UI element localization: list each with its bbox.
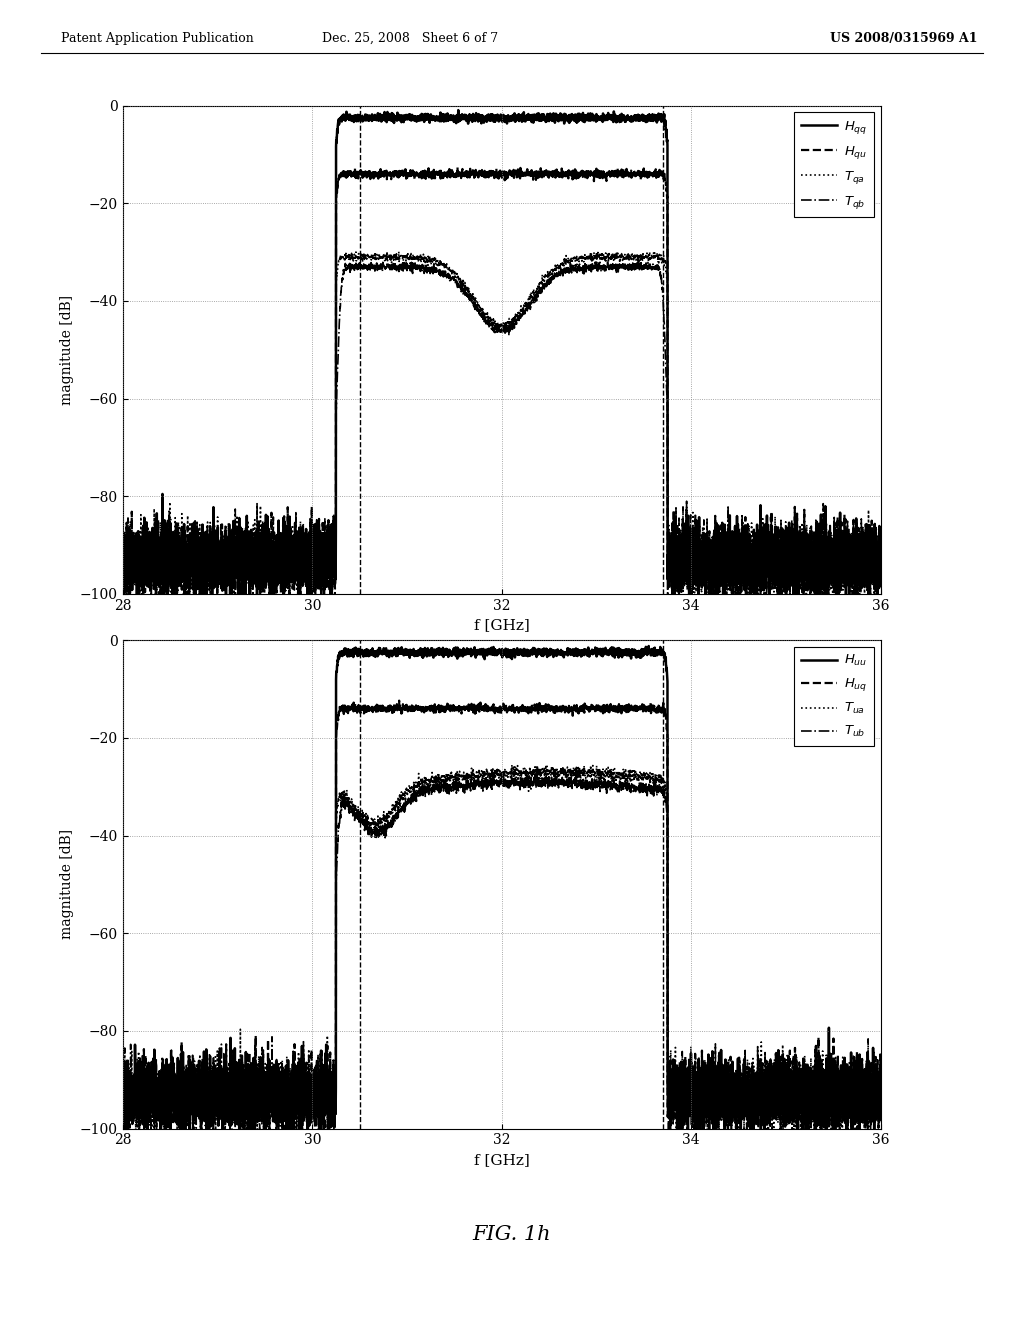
Line: $T_{ua}$: $T_{ua}$ [123,764,881,1158]
$H_{qu}$ [264,606,276,622]
$T_{ub}$ [117,1100,129,1115]
$T_{ub}$ [852,1101,864,1117]
Text: US 2008/0315969 A1: US 2008/0315969 A1 [830,32,978,45]
$H_{uu}$ [874,1071,887,1086]
$T_{ua}$ [117,1065,129,1081]
X-axis label: f [GHz]: f [GHz] [474,618,529,632]
$T_{ub}$ [441,776,454,792]
Y-axis label: magnitude [dB]: magnitude [dB] [60,829,75,940]
$H_{qq}$ [166,607,178,623]
$T_{ub}$ [477,783,489,799]
Line: $T_{qa}$: $T_{qa}$ [123,252,881,627]
$H_{uu}$ [694,1146,707,1162]
$H_{uu}$ [435,644,447,660]
$T_{ua}$ [477,771,489,787]
$H_{qu}$ [668,502,680,517]
Legend: $H_{uu}$, $H_{uq}$, $T_{ua}$, $T_{ub}$: $H_{uu}$, $H_{uq}$, $T_{ua}$, $T_{ub}$ [794,647,874,746]
$T_{ua}$ [296,1150,308,1166]
Text: Patent Application Publication: Patent Application Publication [61,32,254,45]
$H_{uu}$ [477,643,489,659]
$T_{ub}$ [814,1077,826,1093]
$T_{ua}$ [852,1098,864,1114]
$H_{qu}$ [477,168,489,183]
$T_{qb}$ [852,546,864,562]
$H_{uq}$ [393,693,406,709]
$T_{qb}$ [435,265,447,281]
$T_{ub}$ [528,766,541,781]
$H_{qq}$ [852,540,864,556]
$T_{qb}$ [814,553,826,569]
$H_{uq}$ [117,1096,129,1111]
$H_{uu}$ [643,638,655,653]
$H_{uq}$ [435,704,447,719]
$T_{qa}$ [814,543,826,558]
$T_{qb}$ [477,312,489,327]
$H_{uu}$ [852,1104,864,1119]
$H_{qq}$ [435,110,447,125]
Y-axis label: magnitude [dB]: magnitude [dB] [60,294,75,405]
$H_{qq}$ [453,102,465,117]
Line: $T_{qb}$: $T_{qb}$ [123,257,881,612]
Text: FIG. 1h: FIG. 1h [473,1225,551,1243]
$H_{uq}$ [477,701,489,717]
$H_{uu}$ [668,1071,680,1086]
$H_{uu}$ [117,1082,129,1098]
Line: $H_{uq}$: $H_{uq}$ [123,701,881,1152]
Line: $H_{uu}$: $H_{uu}$ [123,645,881,1154]
$T_{ub}$ [668,1100,680,1115]
$T_{ub}$ [674,1142,686,1158]
Line: $H_{qu}$: $H_{qu}$ [123,168,881,614]
$T_{ua}$ [435,777,447,793]
$T_{ua}$ [668,1097,680,1113]
$T_{qa}$ [852,549,864,565]
$H_{uq}$ [441,701,454,717]
$T_{qb}$ [668,573,680,589]
$T_{qb}$ [632,249,644,265]
Text: Dec. 25, 2008   Sheet 6 of 7: Dec. 25, 2008 Sheet 6 of 7 [322,32,498,45]
$T_{qa}$ [874,552,887,568]
$H_{uq}$ [874,1080,887,1096]
$T_{ua}$ [441,768,454,784]
$H_{uq}$ [668,1074,680,1090]
$T_{ua}$ [814,1118,826,1134]
$T_{ua}$ [506,756,518,772]
$H_{qu}$ [852,566,864,582]
$T_{qa}$ [668,546,680,562]
$T_{qb}$ [441,268,454,284]
$H_{uq}$ [814,1096,826,1111]
$T_{qa}$ [783,619,796,635]
$H_{qq}$ [117,544,129,560]
$H_{qq}$ [441,106,454,121]
$H_{uu}$ [441,643,454,659]
$T_{qa}$ [392,244,404,260]
$H_{qq}$ [477,110,489,125]
$T_{ub}$ [435,781,447,797]
Legend: $H_{qq}$, $H_{qu}$, $T_{qa}$, $T_{qb}$: $H_{qq}$, $H_{qu}$, $T_{qa}$, $T_{qb}$ [794,112,874,218]
$H_{qu}$ [441,168,454,183]
$H_{qu}$ [117,566,129,582]
$H_{qu}$ [814,545,826,561]
$T_{qb}$ [874,539,887,554]
$H_{qq}$ [814,519,826,535]
$T_{ub}$ [874,1051,887,1067]
$H_{qu}$ [435,168,447,183]
$T_{qb}$ [740,605,753,620]
$H_{qu}$ [452,160,464,176]
$T_{qa}$ [477,304,489,319]
X-axis label: f [GHz]: f [GHz] [474,1152,529,1167]
$T_{qa}$ [435,257,447,273]
$T_{ua}$ [874,1068,887,1084]
$H_{qu}$ [874,535,887,550]
$H_{uu}$ [814,1067,826,1082]
Line: $H_{qq}$: $H_{qq}$ [123,110,881,615]
$H_{uq}$ [852,1078,864,1094]
$T_{qa}$ [441,261,454,277]
$T_{qb}$ [117,532,129,548]
$H_{qq}$ [874,536,887,552]
Line: $T_{ub}$: $T_{ub}$ [123,774,881,1150]
$H_{uq}$ [249,1144,261,1160]
$T_{qa}$ [117,553,129,569]
$H_{qq}$ [668,513,680,529]
